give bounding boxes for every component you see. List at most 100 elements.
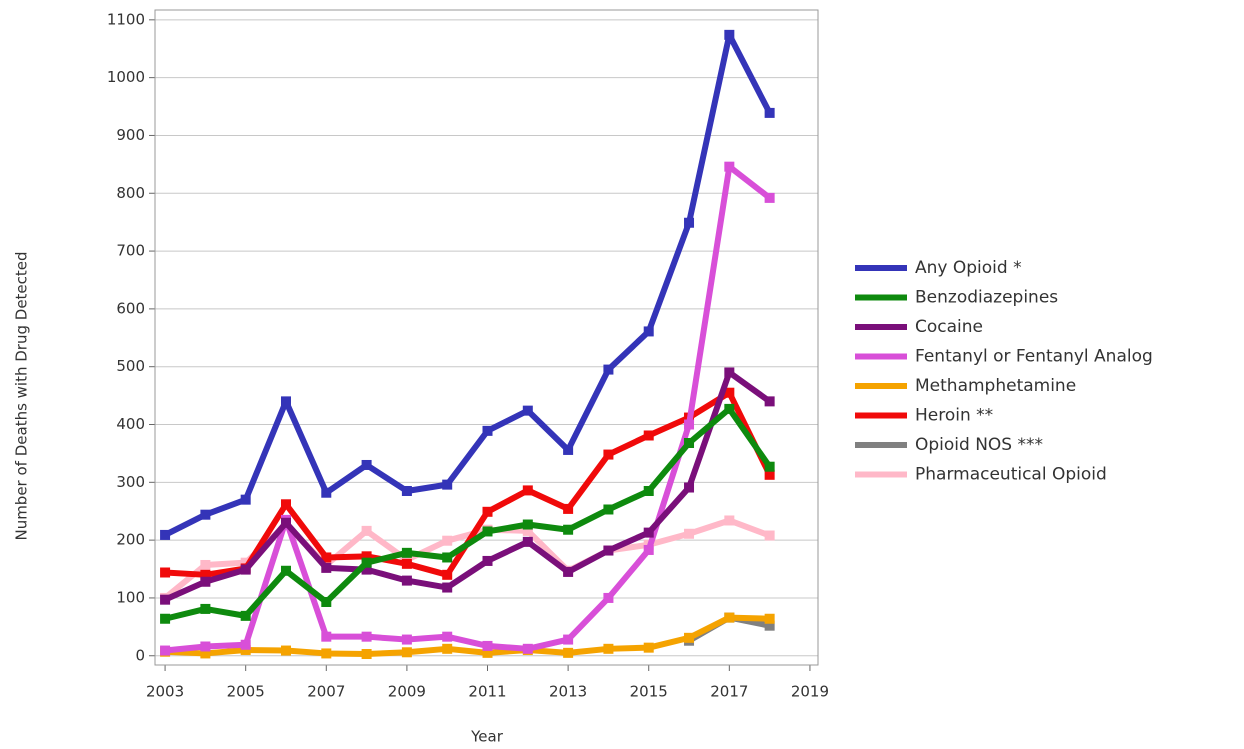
point-marker bbox=[361, 525, 372, 536]
point-marker bbox=[764, 396, 775, 407]
point-marker bbox=[724, 515, 735, 526]
point-marker bbox=[160, 613, 171, 624]
point-marker bbox=[200, 603, 211, 614]
legend-label: Any Opioid * bbox=[915, 258, 1022, 278]
point-marker bbox=[563, 634, 574, 645]
point-marker bbox=[563, 444, 574, 455]
y-axis-label: Number of Deaths with Drug Detected bbox=[13, 251, 31, 540]
point-marker bbox=[724, 161, 735, 172]
point-marker bbox=[442, 582, 453, 593]
x-tick-label: 2007 bbox=[307, 683, 345, 701]
point-marker bbox=[643, 527, 654, 538]
x-tick-label: 2017 bbox=[710, 683, 748, 701]
point-marker bbox=[442, 535, 453, 546]
point-marker bbox=[321, 631, 332, 642]
series bbox=[160, 367, 775, 605]
point-marker bbox=[200, 569, 211, 580]
legend-label: Benzodiazepines bbox=[915, 288, 1058, 308]
point-marker bbox=[522, 519, 533, 530]
x-tick-label: 2015 bbox=[630, 683, 668, 701]
point-marker bbox=[401, 634, 412, 645]
point-marker bbox=[724, 367, 735, 378]
point-marker bbox=[684, 419, 695, 430]
point-marker bbox=[200, 576, 211, 587]
point-marker bbox=[482, 647, 493, 658]
point-marker bbox=[401, 547, 412, 558]
point-marker bbox=[684, 482, 695, 493]
point-marker bbox=[280, 565, 291, 576]
point-marker bbox=[603, 592, 614, 603]
point-marker bbox=[764, 620, 775, 631]
point-marker bbox=[280, 396, 291, 407]
point-marker bbox=[522, 485, 533, 496]
series bbox=[160, 29, 775, 540]
point-marker bbox=[401, 485, 412, 496]
y-tick-label: 600 bbox=[116, 299, 145, 317]
y-tick-label: 900 bbox=[116, 126, 145, 144]
point-marker bbox=[643, 485, 654, 496]
x-axis-label: Year bbox=[470, 728, 504, 746]
x-tick-label: 2013 bbox=[549, 683, 587, 701]
point-marker bbox=[522, 643, 533, 654]
point-marker bbox=[401, 647, 412, 658]
point-marker bbox=[724, 612, 735, 623]
point-marker bbox=[643, 642, 654, 653]
x-tick-label: 2005 bbox=[227, 683, 265, 701]
point-marker bbox=[764, 469, 775, 480]
point-marker bbox=[724, 29, 735, 40]
series-line bbox=[163, 369, 772, 603]
point-marker bbox=[764, 192, 775, 203]
x-tick-label: 2019 bbox=[791, 683, 829, 701]
y-tick-label: 400 bbox=[116, 415, 145, 433]
point-marker bbox=[361, 631, 372, 642]
point-marker bbox=[684, 632, 695, 643]
point-marker bbox=[684, 217, 695, 228]
point-marker bbox=[482, 526, 493, 537]
point-marker bbox=[442, 479, 453, 490]
point-marker bbox=[200, 648, 211, 659]
point-marker bbox=[361, 564, 372, 575]
point-marker bbox=[240, 494, 251, 505]
point-marker bbox=[482, 555, 493, 566]
point-marker bbox=[442, 552, 453, 563]
point-marker bbox=[684, 438, 695, 449]
point-marker bbox=[563, 566, 574, 577]
point-marker bbox=[603, 545, 614, 556]
series-line bbox=[164, 614, 770, 658]
series-line bbox=[163, 31, 773, 538]
y-tick-label: 300 bbox=[116, 473, 145, 491]
point-marker bbox=[361, 649, 372, 660]
point-marker bbox=[643, 544, 654, 555]
y-tick-label: 0 bbox=[135, 646, 145, 664]
y-tick-label: 800 bbox=[116, 184, 145, 202]
point-marker bbox=[240, 644, 251, 655]
point-marker bbox=[160, 567, 171, 578]
point-marker bbox=[563, 647, 574, 658]
point-marker bbox=[522, 525, 533, 536]
legend-label: Pharmaceutical Opioid bbox=[915, 465, 1107, 485]
point-marker bbox=[442, 643, 453, 654]
point-marker bbox=[764, 613, 775, 624]
point-marker bbox=[321, 596, 332, 607]
point-marker bbox=[321, 648, 332, 659]
x-tick-label: 2011 bbox=[468, 683, 506, 701]
series-line bbox=[164, 405, 773, 622]
point-marker bbox=[160, 594, 171, 605]
point-marker bbox=[724, 387, 735, 398]
point-marker bbox=[240, 564, 251, 575]
point-marker bbox=[240, 610, 251, 621]
point-marker bbox=[401, 575, 412, 586]
point-marker bbox=[280, 499, 291, 510]
series bbox=[160, 612, 775, 660]
point-marker bbox=[764, 107, 775, 118]
y-tick-label: 100 bbox=[116, 588, 145, 606]
legend-label: Fentanyl or Fentanyl Analog bbox=[915, 347, 1153, 367]
point-marker bbox=[643, 430, 654, 441]
point-marker bbox=[522, 405, 533, 416]
point-marker bbox=[482, 425, 493, 436]
point-marker bbox=[160, 529, 171, 540]
y-tick-label: 1100 bbox=[107, 10, 145, 28]
point-marker bbox=[482, 640, 493, 651]
point-marker bbox=[160, 645, 171, 656]
